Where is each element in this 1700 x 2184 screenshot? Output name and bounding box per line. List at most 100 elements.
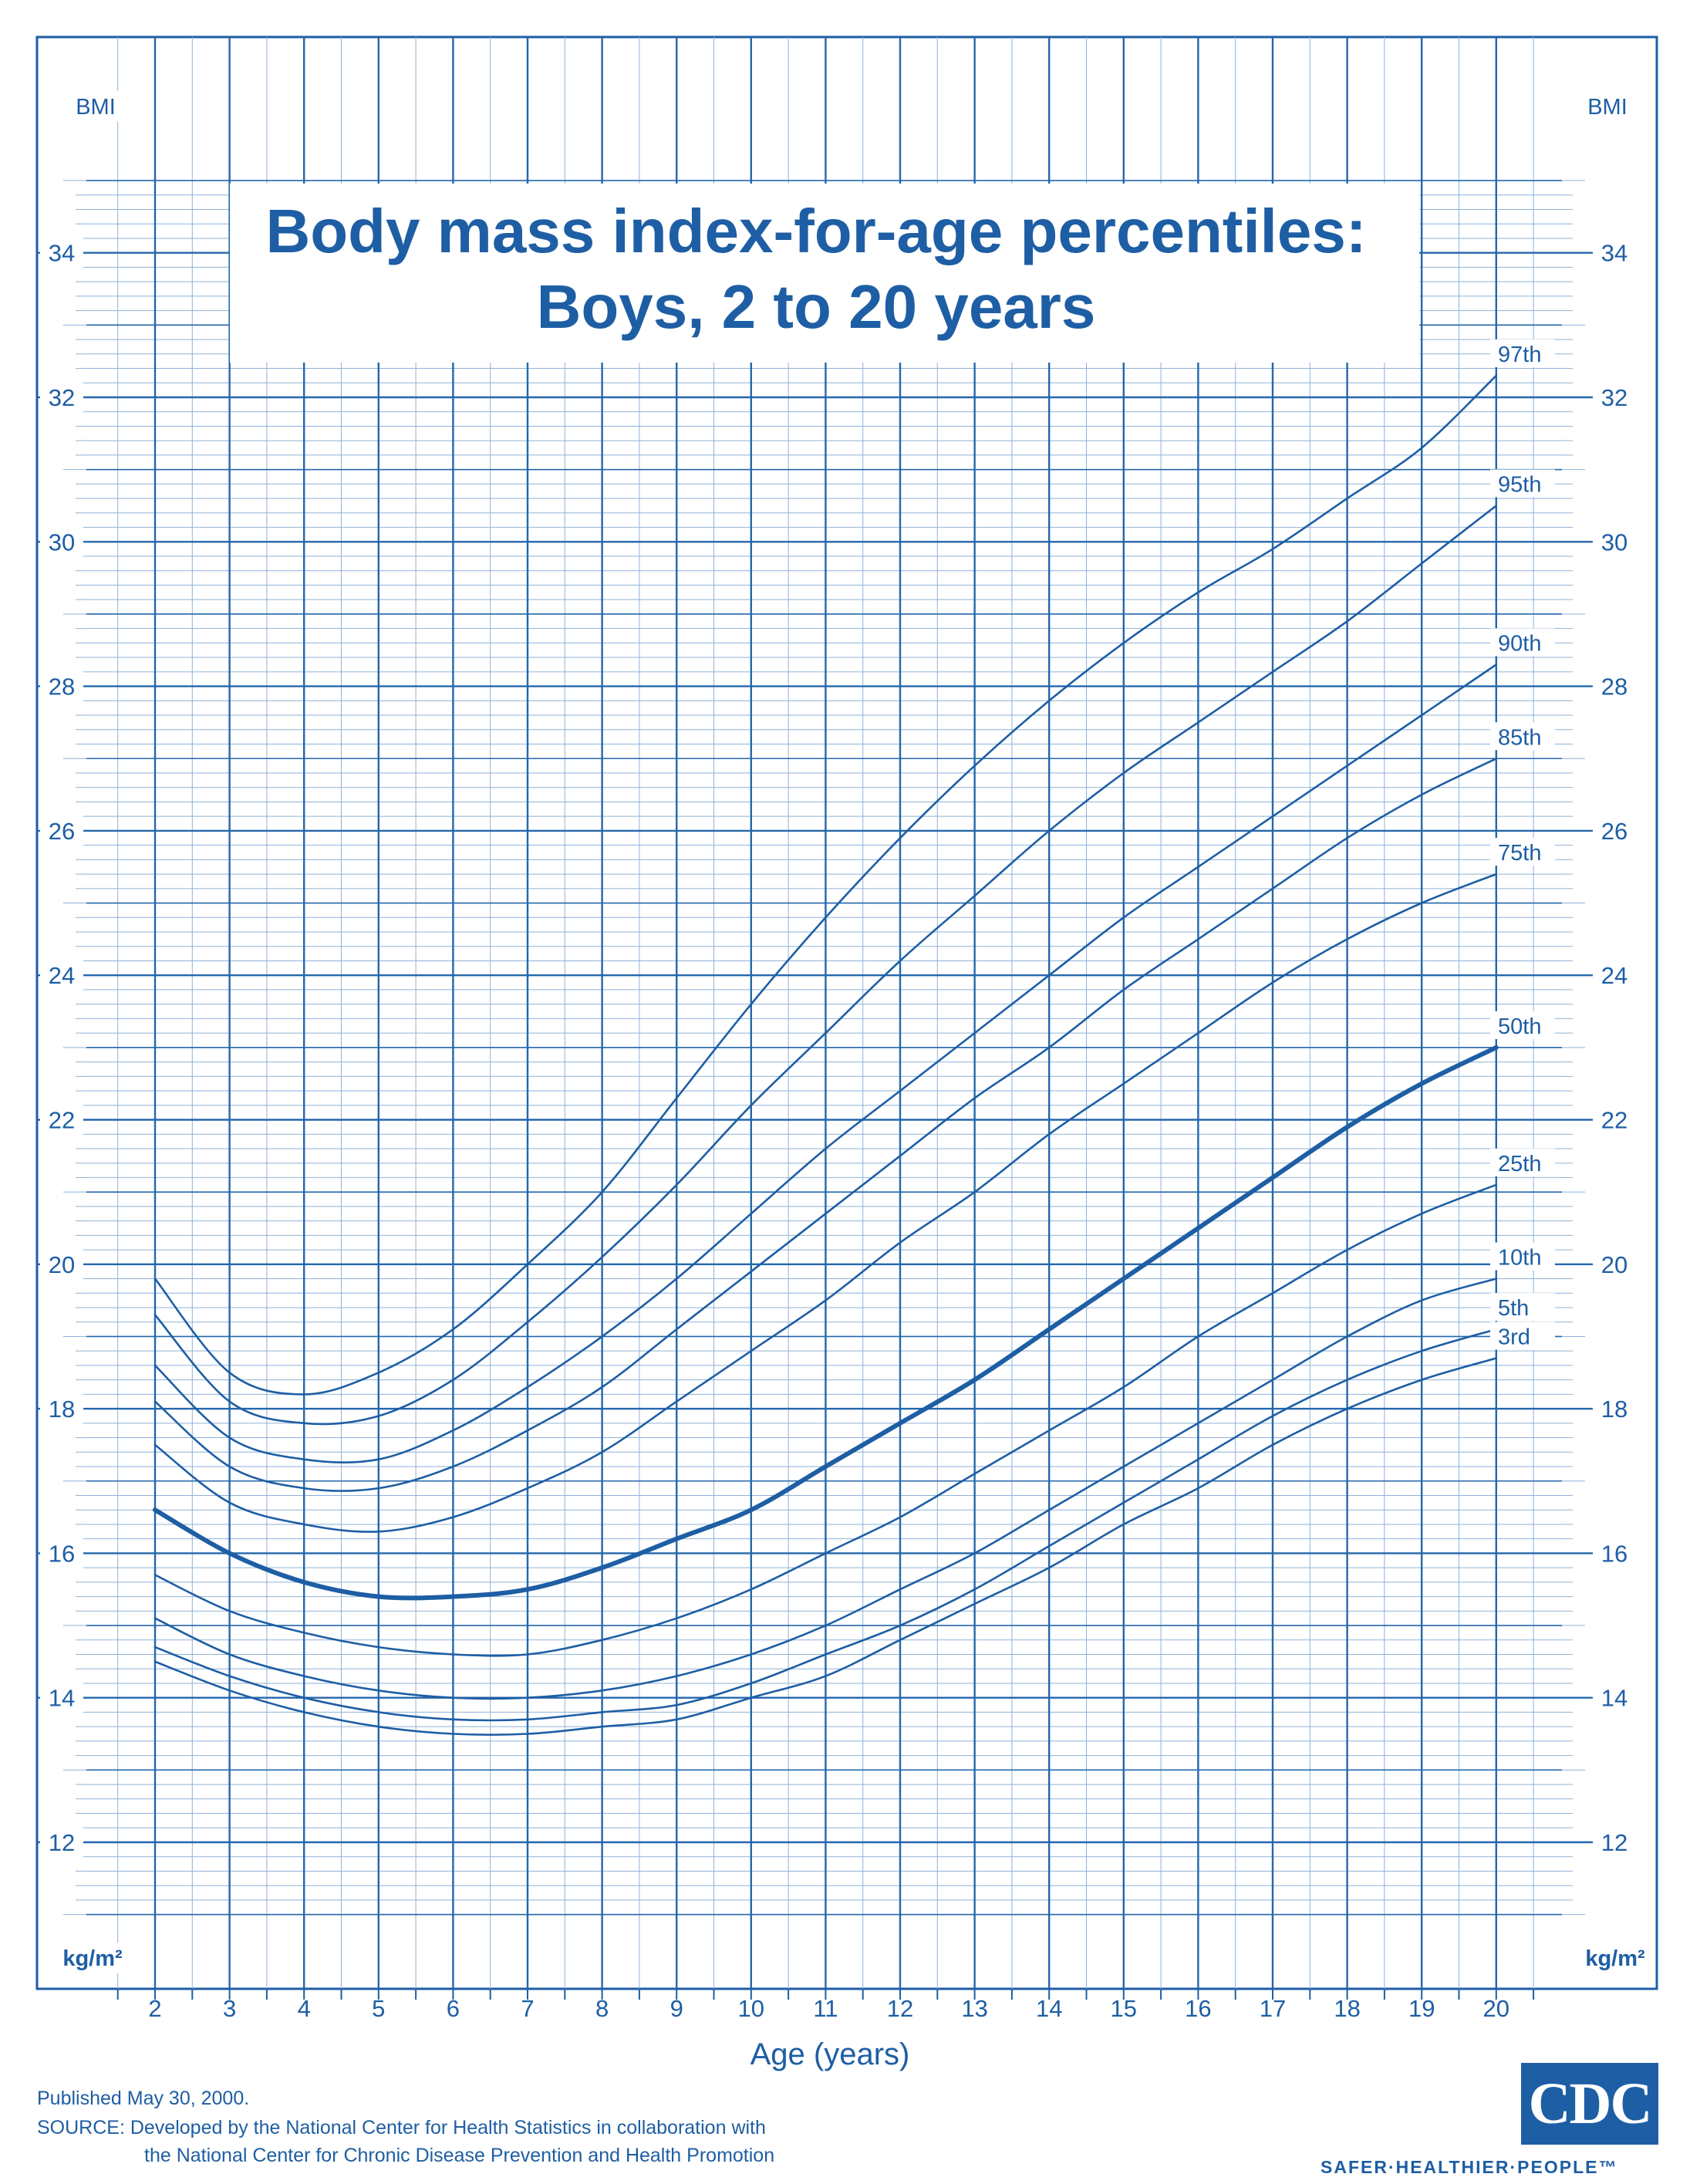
y-tick-label-left: 32 <box>49 384 75 411</box>
series-label-bg <box>1490 469 1555 498</box>
chart-subtitle: Boys, 2 to 20 years <box>537 272 1096 341</box>
x-tick-label: 17 <box>1260 1995 1286 2022</box>
x-axis-title: Age (years) <box>750 2037 910 2071</box>
y-unit-left: kg/m² <box>62 1946 123 1971</box>
cdc-logo: CDC <box>1521 2063 1658 2145</box>
y-tick-label-left: 16 <box>49 1540 75 1567</box>
series-line-5th <box>153 1328 1498 1722</box>
series-label-25th: 25th <box>1498 1152 1541 1176</box>
y-tick-label-bg <box>1593 1248 1636 1280</box>
x-tick-label: 20 <box>1483 1995 1509 2022</box>
y-tick-label-bg <box>40 960 83 991</box>
series-label-bg <box>1490 1148 1555 1176</box>
x-tick-label: 3 <box>223 1995 236 2022</box>
y-tick-label-left: 22 <box>49 1107 75 1134</box>
y-tick-label-right: 16 <box>1601 1540 1627 1567</box>
x-tick-label: 8 <box>595 1995 609 2022</box>
x-tick-label: 14 <box>1036 1995 1062 2022</box>
unit-left-bg <box>46 1943 140 1973</box>
series-label-75th: 75th <box>1498 841 1541 866</box>
y-tick-label-left: 14 <box>49 1685 75 1712</box>
ylabel-right-bg <box>1578 91 1637 122</box>
y-tick-label-bg <box>40 815 83 846</box>
y-tick-label-bg <box>40 1827 83 1858</box>
y-tick-label-bg <box>40 526 83 558</box>
y-tick-label-right: 28 <box>1601 673 1627 700</box>
series-label-bg <box>1490 1011 1555 1039</box>
series-label-90th: 90th <box>1498 632 1541 657</box>
y-tick-label-bg <box>40 1538 83 1569</box>
y-tick-label-bg <box>40 1682 83 1713</box>
series-label-85th: 85th <box>1498 725 1541 750</box>
series-label-95th: 95th <box>1498 472 1541 497</box>
series-label-5th: 5th <box>1498 1296 1529 1321</box>
y-tick-label-bg <box>40 1248 83 1280</box>
cdc-logo-text: CDC <box>1528 2071 1653 2136</box>
y-tick-label-right: 20 <box>1601 1251 1627 1278</box>
series-label-bg <box>1490 722 1555 751</box>
y-tick-label-right: 32 <box>1601 384 1627 411</box>
y-tick-label-left: 20 <box>49 1251 75 1278</box>
y-tick-label-bg <box>1593 237 1636 268</box>
series-label-bg <box>1490 339 1555 367</box>
series-line-75th <box>153 873 1498 1533</box>
series-label-3rd: 3rd <box>1498 1325 1530 1350</box>
ylabel-left-bg <box>66 91 125 122</box>
x-tick-label: 11 <box>813 1995 838 2022</box>
x-tick-label: 9 <box>670 1995 683 2022</box>
x-tick-label: 10 <box>738 1995 764 2022</box>
y-unit-right: kg/m² <box>1585 1946 1645 1971</box>
y-tick-label-bg <box>40 1393 83 1425</box>
x-tick-label: 5 <box>372 1995 385 2022</box>
y-tick-label-bg <box>40 382 83 413</box>
chart-title: Body mass index-for-age percentiles: <box>265 197 1366 265</box>
y-tick-label-right: 30 <box>1601 528 1627 555</box>
series-label-bg <box>1490 1242 1555 1271</box>
series-label-bg <box>1490 1322 1555 1350</box>
unit-right-bg <box>1572 1943 1654 1973</box>
x-tick-label: 19 <box>1408 1995 1435 2022</box>
x-tick-label: 2 <box>148 1995 161 2022</box>
y-tick-label-bg <box>1593 1682 1636 1713</box>
series-line-25th <box>153 1183 1498 1657</box>
y-tick-label-left: 28 <box>49 673 75 700</box>
series-line-50th <box>153 1045 1499 1601</box>
y-tick-label-right: 24 <box>1601 962 1627 989</box>
y-tick-label-bg <box>1593 382 1636 413</box>
y-axis-label-right: BMI <box>1587 95 1627 120</box>
y-tick-label-right: 12 <box>1601 1829 1627 1856</box>
published-date: Published May 30, 2000. <box>37 2088 250 2109</box>
y-tick-label-bg <box>1593 670 1636 702</box>
x-tick-label: 4 <box>298 1995 311 2022</box>
y-tick-label-bg <box>1593 815 1636 846</box>
series-label-bg <box>1490 1293 1555 1322</box>
series-line-95th <box>153 505 1498 1426</box>
series-label-bg <box>1490 838 1555 866</box>
y-tick-label-right: 14 <box>1601 1685 1627 1712</box>
percentile-labels: 97th 95th 90th 85th 75th 50th 25th 10th 5th 3rd <box>1490 339 1555 1350</box>
y-tick-label-bg <box>1593 1104 1636 1136</box>
y-tick-label-left: 18 <box>49 1396 75 1423</box>
x-tick-label: 12 <box>887 1995 913 2022</box>
series-line-97th <box>153 374 1498 1396</box>
title-box <box>230 184 1419 363</box>
series-line-85th <box>153 758 1498 1492</box>
series-label-10th: 10th <box>1498 1246 1541 1271</box>
y-tick-label-bg <box>1593 526 1636 558</box>
y-tick-labels: 12 12 14 14 16 16 18 18 20 20 22 22 24 24 26 26 28 28 30 30… <box>40 237 1636 1858</box>
cdc-slogan: SAFER·HEALTHIER·PEOPLE™ <box>1321 2157 1618 2177</box>
percentile-curves <box>153 374 1499 1736</box>
y-tick-label-right: 18 <box>1601 1396 1627 1423</box>
series-line-90th <box>153 663 1498 1464</box>
y-axis-label-left: BMI <box>76 95 116 120</box>
x-tick-label: 13 <box>961 1995 987 2022</box>
series-label-bg <box>1490 628 1555 657</box>
y-tick-label-bg <box>40 1104 83 1136</box>
series-line-3rd <box>153 1357 1498 1736</box>
y-tick-label-left: 12 <box>49 1829 75 1856</box>
source-note-line2: the National Center for Chronic Disease … <box>144 2145 775 2166</box>
x-tick-label: 7 <box>521 1995 534 2022</box>
x-tick-label: 18 <box>1334 1995 1360 2022</box>
y-tick-label-left: 26 <box>49 818 75 845</box>
